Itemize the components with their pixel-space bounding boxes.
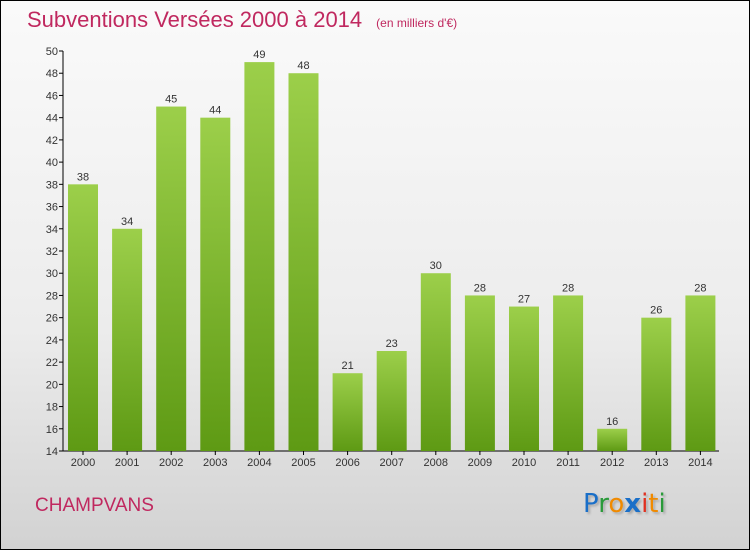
x-tick-label: 2011	[556, 457, 580, 469]
bar	[420, 273, 451, 451]
y-tick-label: 24	[46, 335, 58, 347]
y-tick-label: 22	[46, 357, 58, 369]
y-tick-label: 14	[46, 446, 58, 458]
y-tick-label: 32	[46, 246, 58, 258]
y-tick-label: 30	[46, 268, 58, 280]
x-tick-label: 2009	[468, 457, 492, 469]
bar	[244, 62, 275, 451]
bar	[288, 73, 319, 451]
x-tick-label: 2004	[247, 457, 271, 469]
y-tick-label: 26	[46, 313, 58, 325]
bar-value-label: 23	[386, 338, 398, 350]
y-tick-label: 34	[46, 224, 58, 236]
x-tick-label: 2003	[203, 457, 227, 469]
bar	[464, 295, 495, 451]
bar-value-label: 28	[474, 282, 486, 294]
x-tick-label: 2014	[688, 457, 712, 469]
title-bar: Subventions Versées 2000 à 2014 (en mill…	[27, 7, 457, 33]
x-tick-label: 2005	[291, 457, 315, 469]
x-tick-label: 2010	[512, 457, 536, 469]
x-tick-label: 2000	[71, 457, 95, 469]
town-name: CHAMPVANS	[35, 495, 154, 516]
bar-value-label: 28	[694, 282, 706, 294]
bar	[332, 373, 363, 451]
y-tick-label: 48	[46, 68, 58, 80]
bar-value-label: 16	[606, 416, 618, 428]
bar	[200, 117, 231, 452]
x-tick-label: 2013	[644, 457, 668, 469]
y-tick-label: 28	[46, 290, 58, 302]
bar-value-label: 38	[77, 171, 89, 183]
bar	[112, 228, 143, 451]
bar	[509, 306, 539, 451]
y-tick-label: 20	[46, 379, 58, 391]
y-tick-label: 18	[46, 402, 58, 414]
bar-value-label: 34	[121, 216, 133, 228]
bar-value-label: 45	[165, 94, 177, 106]
y-tick-label: 44	[46, 113, 58, 125]
x-tick-label: 2001	[115, 457, 139, 469]
x-tick-label: 2006	[335, 457, 359, 469]
y-tick-label: 36	[46, 202, 58, 214]
bar-value-label: 48	[297, 60, 309, 72]
bar	[641, 317, 672, 451]
bar	[68, 184, 98, 452]
bar-value-label: 30	[430, 260, 442, 272]
x-tick-label: 2012	[600, 457, 624, 469]
bar	[685, 295, 716, 451]
x-tick-label: 2002	[159, 457, 183, 469]
y-tick-label: 16	[46, 424, 58, 436]
chart-title: Subventions Versées 2000 à 2014	[27, 7, 363, 32]
bar	[597, 428, 628, 451]
y-tick-label: 40	[46, 157, 58, 169]
x-tick-label: 2008	[424, 457, 448, 469]
bar-value-label: 26	[650, 305, 662, 317]
y-tick-label: 46	[46, 90, 58, 102]
chart-unit: (en milliers d'€)	[376, 16, 458, 30]
bar-value-label: 27	[518, 294, 530, 306]
proxiti-logo: Proxiti	[583, 489, 666, 519]
bar	[156, 106, 187, 452]
bar	[376, 351, 407, 451]
bar-value-label: 28	[562, 282, 574, 294]
bar	[553, 295, 584, 451]
bar-value-label: 44	[209, 105, 221, 117]
bar-value-label: 49	[253, 49, 265, 61]
y-tick-label: 50	[46, 46, 58, 58]
x-tick-label: 2007	[379, 457, 403, 469]
bar-value-label: 21	[341, 360, 353, 372]
y-tick-label: 38	[46, 179, 58, 191]
y-tick-label: 42	[46, 135, 58, 147]
